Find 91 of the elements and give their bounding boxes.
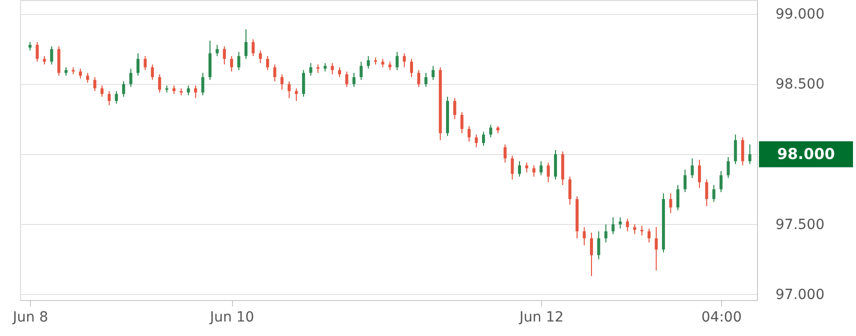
candlestick <box>604 224 608 244</box>
candlestick <box>216 44 219 57</box>
candlestick <box>676 184 680 211</box>
candlestick <box>186 85 190 96</box>
candlestick <box>288 80 291 99</box>
candlestick <box>208 40 212 80</box>
candlestick <box>618 216 622 230</box>
candlestick <box>396 51 399 71</box>
candlestick <box>237 51 240 71</box>
candlestick <box>698 159 701 188</box>
candlestick <box>194 85 198 99</box>
candlestick <box>582 226 586 246</box>
candlestick <box>266 56 270 71</box>
candlestick <box>86 72 90 84</box>
candlestick <box>741 136 744 166</box>
candlestick <box>690 158 694 179</box>
candlestick <box>460 112 464 134</box>
x-tick-label: 04:00 <box>701 310 742 326</box>
candlestick <box>252 38 255 57</box>
candlestick <box>50 46 54 65</box>
candlestick <box>122 80 126 98</box>
candlestick <box>294 88 298 102</box>
candlestick <box>489 124 492 138</box>
candlestick <box>144 56 147 71</box>
text: 98.000 <box>777 145 835 164</box>
y-tick-label: 98.500 <box>776 76 824 93</box>
candlestick <box>100 85 104 98</box>
candlestick <box>360 61 363 80</box>
candlestick <box>540 160 543 176</box>
x-tick-label: Jun 12 <box>518 310 564 326</box>
x-tick-label: Jun 10 <box>209 310 254 326</box>
candlestick <box>417 70 420 88</box>
candlestick <box>338 66 342 78</box>
y-tick-label: 99.000 <box>776 6 824 23</box>
candlestick <box>468 126 471 142</box>
candlestick <box>230 56 234 72</box>
candlestick <box>258 50 262 64</box>
candlestick <box>518 160 522 178</box>
candlestick <box>201 72 204 96</box>
candlestick <box>612 216 615 235</box>
candlestick <box>302 70 306 98</box>
candlestick <box>590 232 593 277</box>
candlestick <box>345 70 348 88</box>
candlestick <box>712 184 716 202</box>
candlestick <box>114 90 118 104</box>
candlestick <box>640 225 644 236</box>
candlestick <box>474 134 478 148</box>
candlestick <box>402 52 406 68</box>
candlestick <box>57 46 60 76</box>
candlestick <box>352 72 356 88</box>
candlestick <box>108 90 111 106</box>
y-tick-label: 97.000 <box>776 286 824 303</box>
candlestick <box>136 52 140 76</box>
candlestick <box>129 68 132 88</box>
candlestick <box>222 46 226 65</box>
candlestick <box>309 62 312 76</box>
candlestick <box>150 64 154 80</box>
candlestick <box>748 144 752 165</box>
candlestick <box>78 68 82 80</box>
candlestick <box>684 169 687 193</box>
candlestick <box>554 150 557 180</box>
candlestick <box>705 178 708 207</box>
candlestick <box>504 144 507 164</box>
candlestick <box>432 65 435 80</box>
candlestick <box>158 74 162 94</box>
candlestick <box>726 156 730 179</box>
candlestick <box>273 64 276 82</box>
candlestick <box>532 164 536 178</box>
candlestick <box>410 58 414 78</box>
candlestick <box>546 162 550 183</box>
candlestick <box>453 98 456 120</box>
candlestick <box>330 62 334 75</box>
candlestick <box>633 224 636 235</box>
x-tick-label: Jun 8 <box>12 310 48 326</box>
candlestick <box>669 192 672 214</box>
candlestick <box>36 42 39 62</box>
y-tick-label: 97.500 <box>776 216 824 233</box>
candlestick <box>720 170 723 193</box>
candlestick <box>482 131 486 146</box>
candlestick <box>510 155 514 180</box>
candlestick <box>93 76 96 92</box>
candlestick <box>568 176 572 206</box>
candlestick <box>648 228 651 244</box>
candlestick <box>244 28 248 60</box>
candlestick <box>366 56 370 70</box>
candlestick <box>424 72 428 88</box>
candlestick <box>626 218 629 232</box>
candlestick <box>280 74 284 90</box>
candlestick <box>654 226 658 272</box>
candlestick <box>734 134 737 165</box>
candlestick <box>597 230 600 260</box>
